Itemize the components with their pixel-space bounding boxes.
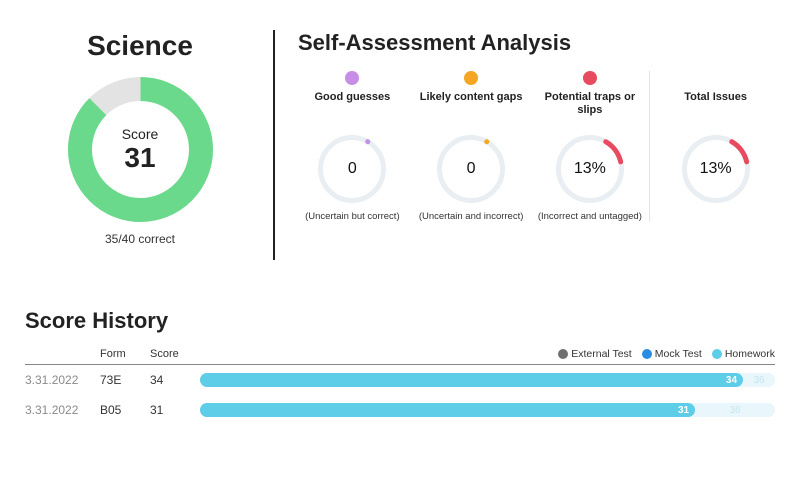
assessment-category: Good guesses 0 (Uncertain but correct) — [293, 71, 412, 222]
category-value: 0 — [318, 135, 386, 203]
total-label: Total Issues — [660, 91, 771, 121]
category-sublabel: (Incorrect and untagged) — [535, 211, 646, 222]
history-header: Form Score External Test Mock Test Homewor… — [25, 348, 775, 365]
score-history: Score History Form Score External Test Mo… — [25, 308, 775, 425]
assessment-panel: Self-Assessment Analysis Good guesses 0 … — [293, 30, 775, 222]
legend-item: Mock Test — [642, 348, 702, 360]
row-bar: 31 36 — [200, 401, 775, 419]
correct-text: 35/40 correct — [25, 232, 255, 246]
row-date: 3.31.2022 — [25, 373, 100, 387]
legend-label: Mock Test — [655, 348, 702, 360]
category-value: 0 — [437, 135, 505, 203]
subject-title: Science — [25, 30, 255, 62]
category-sublabel: (Uncertain but correct) — [297, 211, 408, 222]
category-dot — [583, 71, 597, 85]
assessment-total: Total Issues 13% — [649, 71, 775, 222]
assessment-category: Likely content gaps 0 (Uncertain and inc… — [412, 71, 531, 222]
category-label: Potential traps or slips — [535, 91, 646, 121]
legend-item: External Test — [558, 348, 632, 360]
row-form: 73E — [100, 373, 150, 387]
category-label: Likely content gaps — [416, 91, 527, 121]
col-form: Form — [100, 348, 150, 360]
row-form: B05 — [100, 403, 150, 417]
row-date: 3.31.2022 — [25, 403, 100, 417]
category-ring: 0 — [318, 135, 386, 203]
row-score: 34 — [150, 373, 200, 387]
history-legend: External Test Mock Test Homework — [200, 348, 775, 360]
score-label: Score — [122, 126, 159, 142]
category-ring: 0 — [437, 135, 505, 203]
category-sublabel: (Uncertain and incorrect) — [416, 211, 527, 222]
score-panel: Science Score 31 35/40 correct — [25, 30, 255, 246]
category-label: Good guesses — [297, 91, 408, 121]
category-value: 13% — [556, 135, 624, 203]
legend-label: External Test — [571, 348, 632, 360]
category-dot — [345, 71, 359, 85]
total-ring: 13% — [682, 135, 750, 203]
score-donut: Score 31 — [68, 77, 213, 222]
divider — [273, 30, 275, 260]
legend-item: Homework — [712, 348, 775, 360]
score-value: 31 — [124, 142, 155, 174]
total-value: 13% — [682, 135, 750, 203]
col-score: Score — [150, 348, 200, 360]
category-dot — [464, 71, 478, 85]
legend-dot — [558, 349, 568, 359]
legend-label: Homework — [725, 348, 775, 360]
assessment-title: Self-Assessment Analysis — [293, 30, 775, 56]
history-row: 3.31.2022 73E 34 34 36 — [25, 365, 775, 395]
legend-dot — [642, 349, 652, 359]
assessment-category: Potential traps or slips 13% (Incorrect … — [531, 71, 650, 222]
history-title: Score History — [25, 308, 775, 334]
history-row: 3.31.2022 B05 31 31 36 — [25, 395, 775, 425]
row-score: 31 — [150, 403, 200, 417]
category-ring: 13% — [556, 135, 624, 203]
legend-dot — [712, 349, 722, 359]
row-bar: 34 36 — [200, 371, 775, 389]
